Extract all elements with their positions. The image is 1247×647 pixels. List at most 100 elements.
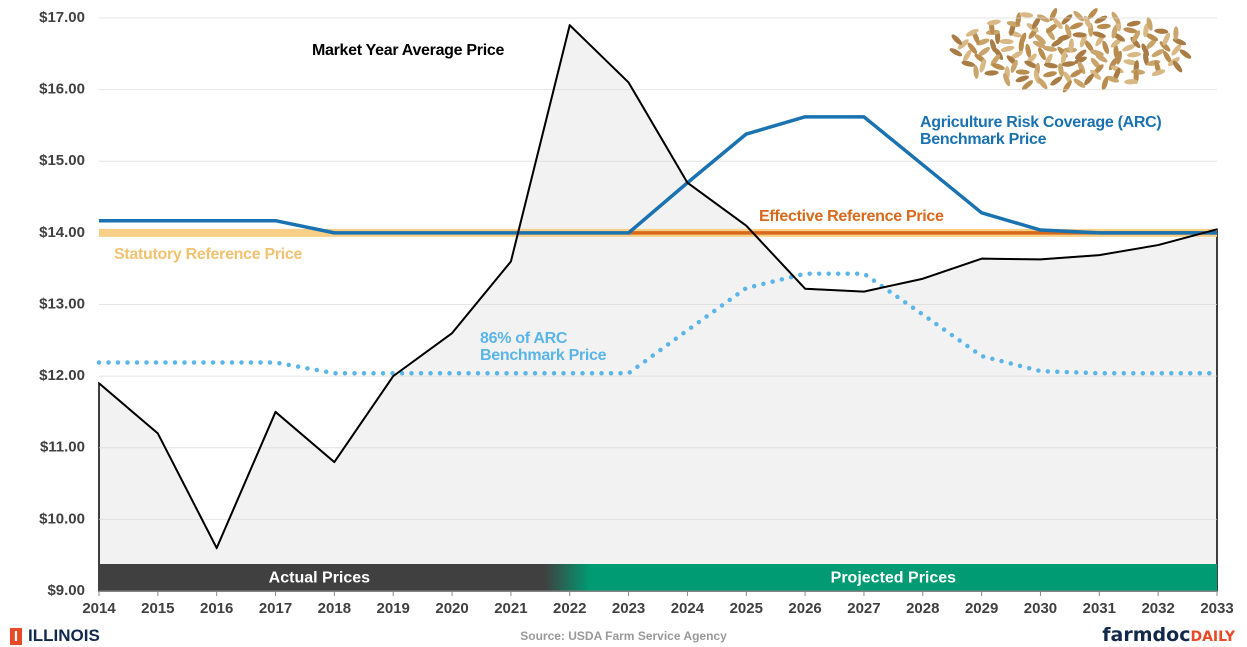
series-label: Market Year Average Price (312, 42, 505, 59)
series-line (96, 271, 1220, 376)
x-tick-label: 2025 (730, 600, 763, 617)
rice-grain (1084, 73, 1094, 86)
rice-grain (1072, 32, 1087, 38)
rice-grain (1058, 63, 1064, 78)
rice-grain (994, 47, 1004, 60)
x-tick-label: 2015 (141, 600, 174, 617)
rice-grain (1024, 60, 1038, 69)
rice-grain (1015, 12, 1022, 27)
period-band (99, 564, 1217, 591)
rice-grain (1021, 80, 1034, 91)
rice-grain (1034, 34, 1046, 45)
rice-grain (1062, 80, 1072, 93)
y-tick-label: $9.00 (47, 582, 85, 599)
series-label: Effective Reference Price (759, 208, 944, 225)
x-tick-label: 2024 (671, 600, 705, 617)
rice-grain (1131, 30, 1141, 43)
y-tick-label: $15.00 (39, 152, 85, 169)
area-fill (98, 23, 1218, 592)
rice-grain (1087, 8, 1098, 20)
rice-grain (962, 49, 972, 62)
rice-grain (1031, 16, 1041, 29)
rice-grain (1019, 32, 1027, 46)
rice-grain (1060, 50, 1067, 65)
rice-grain (984, 70, 999, 76)
rice-grain (1057, 34, 1072, 41)
rice-grain (1143, 51, 1149, 66)
rice-grain (1123, 27, 1138, 34)
x-tick-label: 2028 (906, 600, 939, 617)
rice-grain (1096, 23, 1111, 30)
rice-grain (1146, 17, 1153, 31)
rice-grain (1075, 49, 1087, 60)
rice-grain (1043, 71, 1057, 78)
rice-grain (1172, 60, 1183, 73)
x-tick-label: 2021 (494, 600, 527, 617)
rice-grain (1090, 69, 1102, 80)
rice-grain (1143, 23, 1149, 38)
rice-grain (1068, 38, 1074, 53)
logo-text: DAILY (1190, 629, 1235, 645)
rice-grain (1179, 49, 1192, 59)
y-tick-label: $10.00 (39, 510, 85, 527)
rice-grain (1070, 69, 1083, 78)
rice-grain (1025, 43, 1032, 58)
x-tick-label: 2014 (82, 600, 116, 617)
rice-grain (1010, 50, 1023, 60)
x-tick-label: 2022 (553, 600, 586, 617)
rice-grain (1171, 44, 1182, 56)
y-tick-label: $11.00 (40, 439, 85, 456)
y-tick-label: $13.00 (39, 295, 85, 312)
x-tick-label: 2016 (200, 600, 233, 617)
rice-grain (1173, 26, 1179, 41)
series-label: Agriculture Risk Coverage (ARC) Benchmar… (920, 114, 1162, 148)
rice-grain (1122, 44, 1136, 52)
rice-grain (1127, 51, 1142, 58)
rice-grain (961, 60, 976, 67)
y-tick-label: $17.00 (39, 9, 85, 26)
rice-grain (1073, 10, 1085, 22)
x-tick-label: 2029 (965, 600, 998, 617)
rice-grain (1141, 43, 1149, 57)
rice-grain (978, 47, 990, 57)
rice-grain (986, 19, 1001, 26)
rice-grain (976, 38, 990, 46)
rice-grain (965, 28, 979, 37)
rice-grain (1126, 20, 1141, 27)
x-tick-label: 2026 (788, 600, 821, 617)
rice-grain (1101, 76, 1109, 91)
rice-grain (990, 54, 1001, 66)
rice-grain (1000, 45, 1015, 52)
logo-text: farmdoc (1102, 624, 1191, 646)
rice-grain (1154, 28, 1169, 34)
rice-grain (1043, 46, 1057, 52)
rice-grain (951, 34, 963, 45)
rice-grain (989, 39, 997, 53)
rice-grain (967, 42, 978, 55)
rice-grain (1094, 15, 1108, 24)
rice-grain (1069, 22, 1084, 30)
rice-grain (1038, 47, 1046, 61)
rice-grain (1079, 34, 1087, 48)
rice-grain (999, 38, 1014, 45)
rice-grain (1123, 59, 1138, 66)
y-tick-label: $14.00 (39, 224, 85, 241)
rice-grain (1105, 75, 1120, 83)
series-line (99, 115, 1217, 235)
logo-right: farmdocDAILY (1102, 624, 1235, 646)
rice-grain (1061, 14, 1073, 25)
rice-grain (1083, 15, 1092, 29)
x-tick-label: 2019 (377, 600, 410, 617)
rice-grain (1073, 78, 1086, 88)
series-label: Statutory Reference Price (114, 246, 303, 263)
rice-grain (1116, 50, 1123, 65)
rice-grain (1102, 40, 1109, 55)
rice-grain (949, 48, 963, 57)
rice-grain (1073, 56, 1087, 64)
rice-grain (1064, 24, 1072, 38)
logo-left: I ILLINOIS (10, 626, 100, 646)
band-label: Actual Prices (269, 570, 370, 587)
rice-grain (1124, 79, 1139, 85)
rice-grain (1019, 12, 1034, 18)
